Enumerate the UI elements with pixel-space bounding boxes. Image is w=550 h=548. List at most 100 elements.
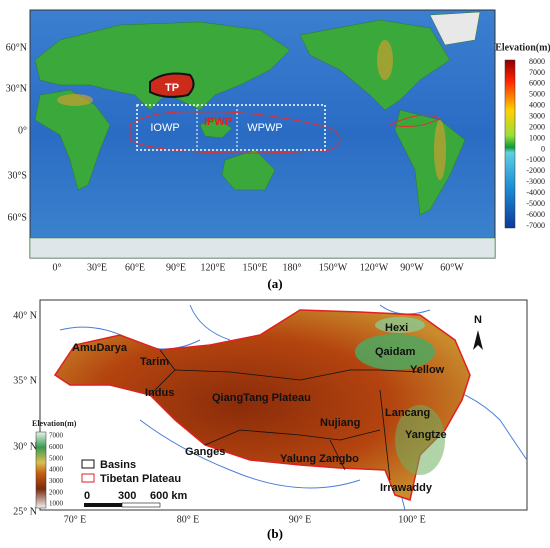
basin-line [379,389,391,481]
legend-label: Basins [100,459,136,471]
highlands [57,40,446,180]
legend: Basins Tibetan Plateau [81,459,181,508]
south-america [394,109,466,216]
basin-line [329,439,346,471]
annotation: IPWP [204,116,232,128]
lon-label: 120°E [200,262,225,273]
lat-label: 30°S [7,170,27,181]
continents [29,11,496,259]
antarctica [29,237,496,259]
region-label: Qaidam [375,346,416,358]
lon-label: 90° E [289,514,312,525]
lon-label: 100° E [398,514,426,525]
qaidam-basin [355,334,435,370]
colorbar-label: 1000 [49,500,64,508]
lon-label: 120°W [360,262,389,273]
legend-label: Tibetan Plateau [100,473,181,485]
region-label: Nujiang [320,417,360,429]
tp-region [149,72,195,98]
caption: (b) [267,526,283,541]
lon-label: 90°E [166,262,186,273]
lat-label: 25° N [13,506,37,517]
annotation: TP [165,82,179,94]
lon-label: 90°W [400,262,424,273]
lon-label: 30°E [87,262,107,273]
lon-label: 150°E [242,262,267,273]
colorbar-label: 5000 [49,454,64,462]
region-label: Ganges [185,446,225,458]
colorbar-label: 7000 [529,68,545,77]
rockies [377,40,393,80]
basin-line [204,429,381,446]
region-label: Lancang [385,407,430,419]
region-label: Irrawaddy [380,482,433,494]
legend-swatch [81,473,95,483]
scale-bar [121,502,161,508]
colorbar-title: Elevation(m) [495,42,550,53]
annotation: WPWP [247,122,282,134]
lon-label: 80° E [177,514,200,525]
greenland [429,11,481,46]
scale-bar [84,503,122,507]
colorbar-label: 4000 [529,101,545,110]
region-label: Indus [145,387,174,399]
region-label: Yellow [410,364,445,376]
colorbar-label: 3000 [529,111,545,120]
sahara [57,94,93,106]
hexi-area [375,317,425,333]
region-label: QiangTang Plateau [212,392,311,404]
north-arrow: N [473,314,483,350]
lat-label: 30°N [6,83,27,94]
lon-label: 70° E [64,514,87,525]
colorbar-label: -2000 [526,166,545,175]
indonesia [199,117,233,139]
world-map: TP IOWP IPWP WPWP Elevation(m) (a) [29,9,550,291]
colorbar-title: Elevation(m) [32,419,77,428]
lat-label: 60°S [7,212,27,223]
colorbar-label: -1000 [526,155,545,164]
lon-label: 150°W [319,262,348,273]
river [189,304,231,341]
river [139,419,361,489]
eurasia [34,21,291,111]
region-label: AmuDarya [72,342,128,354]
colorbar-label: -4000 [526,188,545,197]
colorbar-label: 3000 [49,477,64,485]
study-box [136,104,326,151]
colorbar-label: 2000 [49,488,64,496]
lat-label: 35° N [13,375,37,386]
lon-label: 60°W [440,262,464,273]
colorbar-label: -6000 [526,210,545,219]
colorbar-label: 4000 [49,466,64,474]
plateau-map: N Basins Tibetan Plateau Elevation(m) (b… [32,299,528,541]
lat-label: 30° N [13,441,37,452]
region-label: Hexi [385,322,408,334]
colorbar [35,431,47,509]
legend-swatch [81,459,95,469]
warm-pool-contour [129,111,442,154]
scale-label: 300 [118,490,136,502]
scale-label: 600 km [150,490,188,502]
colorbar-label: -3000 [526,177,545,186]
colorbar-label: -7000 [526,221,545,230]
region-label: Yalung Zangbo [280,453,359,465]
lat-label: 0° [18,125,27,136]
region-label: Tarim [140,356,169,368]
colorbar-label: 8000 [529,57,545,66]
annotation: IOWP [150,122,179,134]
north-america [299,19,451,111]
lon-label: 60°E [125,262,145,273]
lon-label: 0° [53,262,62,273]
arrow [473,330,483,350]
basin-line [159,349,176,371]
colorbar [504,59,516,229]
colorbar-label: 5000 [529,90,545,99]
colorbar-label: 1000 [529,133,545,142]
andes [434,120,446,180]
region-label: Yangtze [405,429,447,441]
lat-label: 40° N [13,310,37,321]
lon-label: 180° [283,262,302,273]
colorbar-label: 7000 [49,432,64,440]
colorbar-label: 2000 [529,122,545,131]
